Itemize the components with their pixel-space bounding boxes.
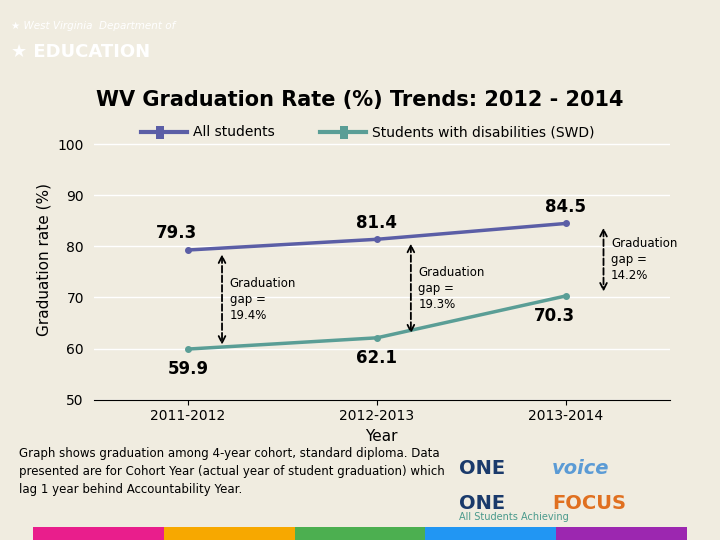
Bar — [340, 126, 348, 139]
Text: 84.5: 84.5 — [545, 198, 586, 216]
Text: 79.3: 79.3 — [156, 224, 197, 242]
Bar — [426, 526, 557, 540]
Text: FOCUS: FOCUS — [552, 494, 626, 512]
Text: Graduation
gap =
19.3%: Graduation gap = 19.3% — [418, 266, 485, 311]
Y-axis label: Graduation rate (%): Graduation rate (%) — [37, 183, 52, 336]
Text: All students: All students — [193, 125, 275, 139]
X-axis label: Year: Year — [365, 429, 398, 444]
Bar — [156, 126, 164, 139]
Text: ★ EDUCATION: ★ EDUCATION — [11, 43, 150, 60]
Text: All Students Achieving: All Students Achieving — [459, 512, 569, 522]
Bar — [163, 526, 294, 540]
Bar — [557, 526, 688, 540]
Text: ★ West Virginia  Department of: ★ West Virginia Department of — [11, 21, 175, 31]
Bar — [32, 526, 163, 540]
Text: 70.3: 70.3 — [534, 307, 575, 325]
Text: ONE: ONE — [459, 494, 505, 512]
Text: Graduation
gap =
14.2%: Graduation gap = 14.2% — [611, 237, 678, 282]
Text: Students with disabilities (SWD): Students with disabilities (SWD) — [372, 125, 594, 139]
Text: Graduation
gap =
19.4%: Graduation gap = 19.4% — [230, 277, 296, 322]
Text: 81.4: 81.4 — [356, 214, 397, 232]
Text: 62.1: 62.1 — [356, 349, 397, 367]
Text: voice: voice — [552, 459, 610, 478]
Text: ONE: ONE — [459, 459, 505, 478]
Text: Graph shows graduation among 4-year cohort, standard diploma. Data
presented are: Graph shows graduation among 4-year coho… — [19, 447, 444, 496]
Bar — [294, 526, 426, 540]
Text: WV Graduation Rate (%) Trends: 2012 - 2014: WV Graduation Rate (%) Trends: 2012 - 20… — [96, 90, 624, 110]
Text: 59.9: 59.9 — [168, 360, 209, 379]
